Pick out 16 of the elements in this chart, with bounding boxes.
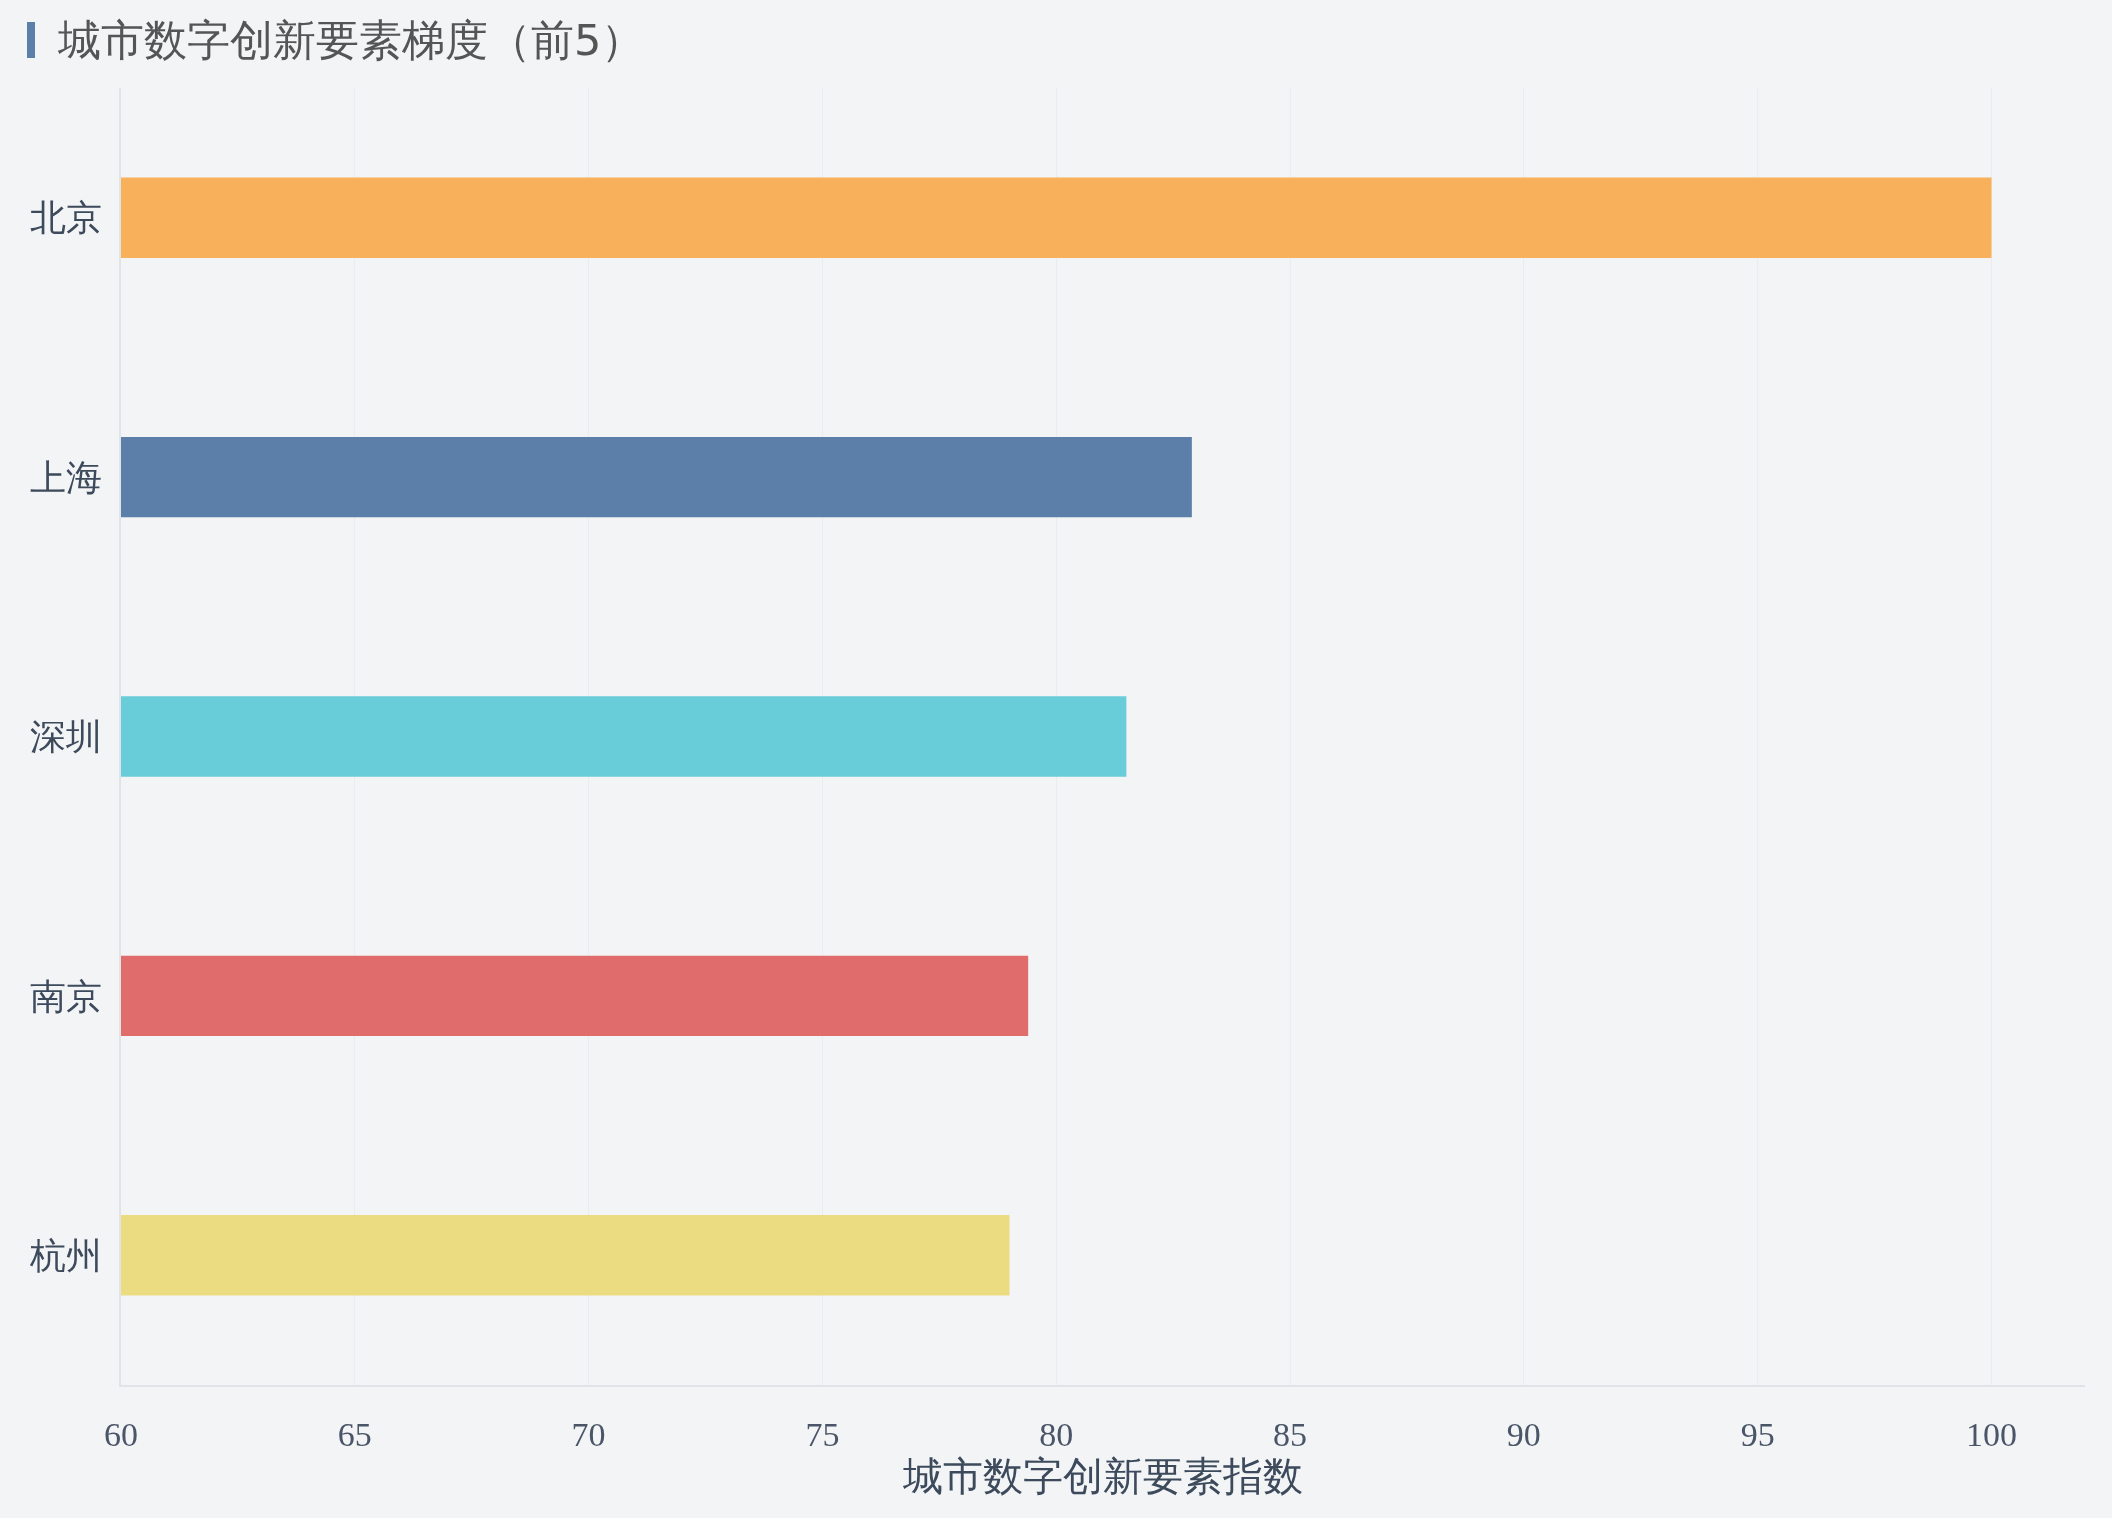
x-tick-label: 95	[1740, 1415, 1775, 1453]
y-tick-label: 深圳	[29, 717, 102, 758]
y-tick-label: 上海	[29, 457, 102, 498]
x-tick-label: 65	[337, 1415, 372, 1453]
x-axis-title: 城市数字创新要素指数	[902, 1453, 1303, 1499]
x-tick-label: 60	[104, 1415, 138, 1453]
x-tick-label: 90	[1506, 1415, 1541, 1453]
x-tick-label: 70	[571, 1415, 606, 1453]
y-tick-label: 北京	[29, 198, 102, 239]
chart-title: 城市数字创新要素梯度（前5）	[57, 15, 645, 66]
y-tick-label: 杭州	[28, 1235, 102, 1276]
x-tick-label: 100	[1965, 1415, 2017, 1453]
y-tick-label: 南京	[29, 976, 102, 1017]
x-tick-label: 75	[805, 1415, 840, 1453]
x-tick-label: 85	[1273, 1415, 1308, 1453]
x-tick-label: 80	[1039, 1415, 1074, 1453]
